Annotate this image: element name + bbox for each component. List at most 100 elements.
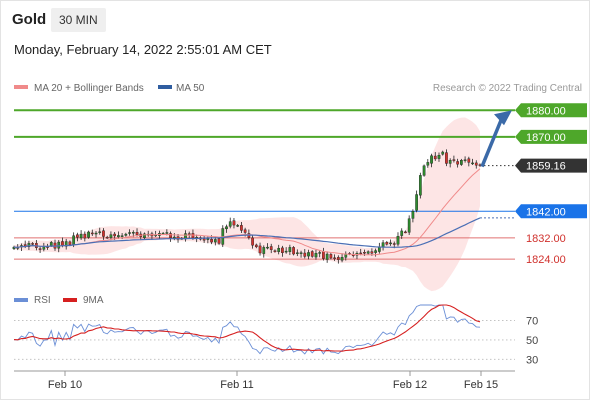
timeframe-button[interactable]: 30 MIN: [51, 8, 106, 32]
candle: [87, 230, 90, 239]
rsi-tick-70: 70: [526, 316, 538, 328]
candle: [318, 250, 322, 258]
candle: [303, 249, 307, 259]
candle: [273, 249, 277, 253]
candle-body: [333, 257, 336, 259]
candle: [102, 228, 105, 240]
candle-body: [340, 257, 344, 261]
attribution: Research © 2022 Trading Central: [433, 83, 582, 94]
x-tick-Feb-11: Feb 11: [220, 379, 253, 391]
candle-body: [277, 247, 281, 252]
candle-body: [38, 248, 42, 250]
candle-body: [396, 236, 400, 245]
candle-body: [295, 252, 299, 254]
candle: [124, 232, 128, 237]
candle-body: [210, 239, 213, 243]
candle-body: [172, 236, 176, 239]
candle-body: [452, 159, 456, 161]
chart-datetime: Monday, February 14, 2022 2:55:01 AM CET: [14, 42, 272, 57]
candle: [396, 232, 400, 247]
candle-body: [389, 242, 392, 245]
candle-body: [120, 235, 124, 237]
candle-body: [143, 233, 146, 238]
candle-body: [232, 220, 236, 226]
candle-body: [169, 233, 172, 239]
rsi-tick-30: 30: [526, 354, 538, 366]
candle-body: [318, 252, 322, 254]
candle-body: [385, 242, 389, 245]
rsi-tick-50: 50: [526, 335, 538, 347]
candle: [254, 243, 258, 249]
candle-body: [374, 250, 377, 253]
candle-body: [94, 232, 98, 235]
level-tag-1842.00: [515, 204, 587, 219]
candle-body: [251, 237, 254, 246]
candle: [299, 250, 303, 258]
candle: [310, 250, 314, 258]
candle: [374, 248, 377, 257]
candle-body: [281, 247, 284, 253]
candle-body: [72, 235, 76, 245]
candle: [202, 235, 206, 243]
candle: [169, 231, 172, 242]
candle-body: [105, 236, 109, 239]
candle: [262, 245, 266, 258]
candle: [31, 242, 34, 246]
candle-body: [288, 247, 292, 252]
candle-body: [266, 246, 269, 249]
candle-body: [254, 244, 258, 248]
x-tick-Feb-12: Feb 12: [393, 379, 427, 391]
candle: [437, 152, 441, 162]
candle-body: [240, 225, 243, 231]
candle: [240, 222, 243, 234]
candle: [452, 155, 456, 163]
legend-ma20-swatch: [14, 85, 28, 89]
candle-body: [213, 239, 217, 243]
candle-body: [206, 238, 210, 240]
candle-body: [262, 247, 266, 254]
candle: [456, 158, 459, 168]
candle: [400, 228, 404, 239]
legend-9ma-swatch: [63, 298, 77, 302]
candle: [236, 224, 240, 228]
candle: [418, 172, 422, 199]
candle-body: [370, 251, 374, 254]
level-label-1880.00: 1880.00: [526, 105, 566, 117]
candle: [460, 158, 463, 166]
candle: [295, 249, 299, 257]
candle: [467, 156, 471, 167]
candle: [407, 215, 411, 235]
candle: [336, 255, 340, 264]
legend-ma50-label: MA 50: [176, 83, 205, 94]
candle-body: [27, 243, 31, 247]
candle: [415, 190, 418, 213]
candle-body: [225, 226, 228, 230]
candle-body: [392, 243, 396, 245]
level-label-1870.00: 1870.00: [526, 132, 566, 144]
x-tick-Feb-10: Feb 10: [48, 379, 82, 391]
candle: [314, 249, 318, 260]
candle-body: [292, 247, 295, 255]
candle: [232, 218, 236, 229]
candle: [422, 164, 426, 177]
candle-body: [474, 162, 478, 166]
level-label-1824.00: 1824.00: [526, 254, 566, 266]
candle-body: [418, 175, 422, 196]
x-tick-Feb-15: Feb 15: [464, 379, 498, 391]
candle-body: [131, 232, 135, 234]
candle: [426, 159, 430, 168]
rsi-line: [13, 304, 481, 355]
candle-body: [102, 230, 105, 237]
candle: [292, 246, 295, 256]
candle-body: [269, 246, 273, 250]
candle-body: [456, 161, 459, 165]
candle-body: [83, 233, 87, 239]
candle-body: [284, 250, 288, 253]
candle: [281, 245, 284, 257]
candle: [266, 243, 269, 250]
candle: [411, 209, 415, 223]
level-label-1842.00: 1842.00: [526, 206, 566, 218]
legend-rsi-swatch: [14, 298, 28, 302]
candle-body: [76, 234, 79, 238]
